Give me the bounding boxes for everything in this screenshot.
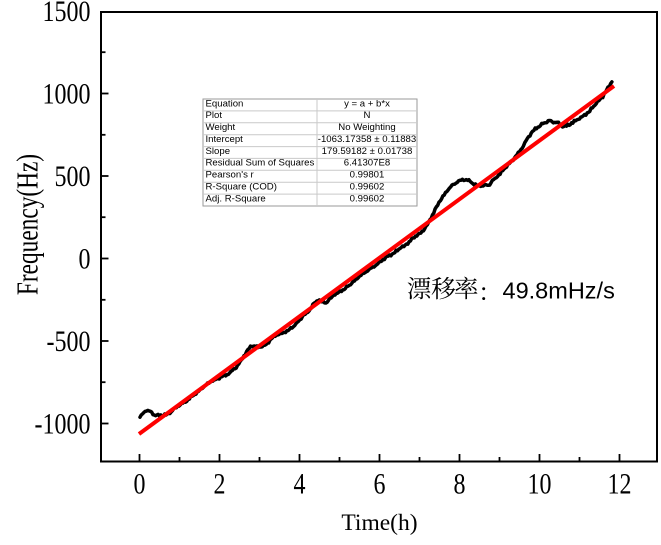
svg-text:6: 6 — [374, 467, 386, 500]
svg-text:6.41307E8: 6.41307E8 — [344, 158, 390, 169]
svg-text:0: 0 — [134, 467, 146, 500]
svg-text:Pearson's r: Pearson's r — [206, 170, 255, 181]
svg-text:-1000: -1000 — [35, 407, 91, 440]
svg-text:0.99801: 0.99801 — [350, 170, 385, 181]
svg-text:49.8mHz/s: 49.8mHz/s — [503, 278, 615, 304]
svg-text:R-Square (COD): R-Square (COD) — [206, 182, 277, 193]
svg-text:Weight: Weight — [206, 122, 236, 133]
svg-text:Adj. R-Square: Adj. R-Square — [206, 193, 266, 204]
svg-text:Residual Sum of Squares: Residual Sum of Squares — [206, 158, 315, 169]
svg-text:Equation: Equation — [206, 98, 244, 109]
svg-text:179.59182 ± 0.01738: 179.59182 ± 0.01738 — [322, 146, 413, 157]
svg-text:1500: 1500 — [43, 0, 91, 28]
svg-text:2: 2 — [214, 467, 226, 500]
svg-text:y = a + b*x: y = a + b*x — [344, 98, 390, 109]
svg-text:Plot: Plot — [206, 110, 223, 121]
svg-text:Time(h): Time(h) — [341, 510, 417, 536]
svg-text:-1063.17358 ± 0.11883: -1063.17358 ± 0.11883 — [318, 134, 416, 145]
svg-text:Slope: Slope — [206, 146, 231, 157]
svg-text:1000: 1000 — [43, 77, 91, 110]
svg-text:10: 10 — [528, 467, 552, 500]
svg-text:0.99602: 0.99602 — [350, 182, 385, 193]
svg-text:12: 12 — [608, 467, 632, 500]
svg-text:N: N — [364, 110, 371, 121]
svg-text:500: 500 — [55, 159, 91, 192]
svg-text:4: 4 — [294, 467, 306, 500]
svg-text:Intercept: Intercept — [206, 134, 244, 145]
svg-text:-500: -500 — [47, 324, 91, 357]
svg-text:0.99602: 0.99602 — [350, 193, 385, 204]
svg-text:8: 8 — [454, 467, 466, 500]
svg-text:No Weighting: No Weighting — [338, 122, 395, 133]
svg-text:Frequency(Hz): Frequency(Hz) — [11, 154, 45, 295]
svg-text:0: 0 — [79, 242, 91, 275]
